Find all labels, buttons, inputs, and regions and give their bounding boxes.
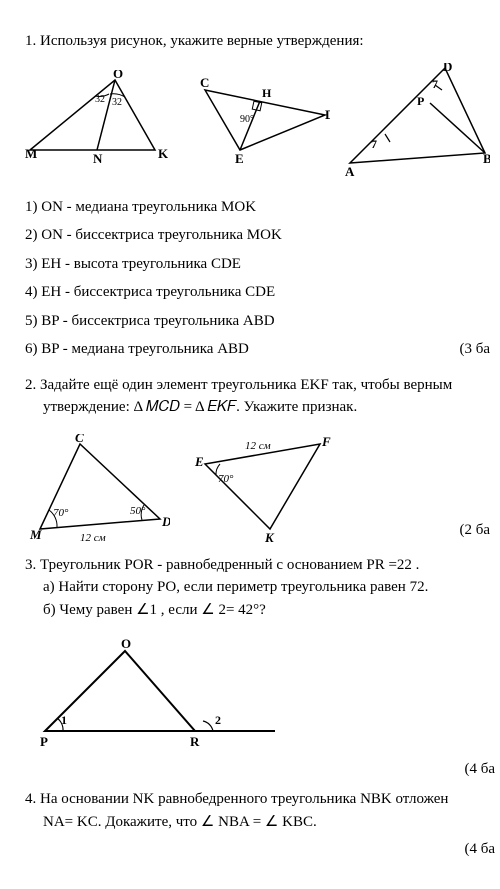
- stmt-6: 6) BP - медиана треугольника ABD: [25, 335, 249, 364]
- figure-mcd: C M D 70° 50° 12 см: [25, 434, 170, 544]
- task3-score: (4 ба: [25, 761, 495, 778]
- svg-text:7: 7: [432, 77, 438, 91]
- svg-text:12 см: 12 см: [80, 532, 106, 544]
- task1-statements: 1) ON - медиана треугольника MOK 2) ON -…: [25, 193, 490, 364]
- svg-text:M: M: [29, 527, 42, 542]
- svg-text:K: K: [158, 146, 169, 161]
- svg-text:K: K: [264, 530, 275, 544]
- task4-line2: NA= KC. Докажите, что ∠ NBA = ∠ KBC.: [43, 811, 490, 834]
- svg-text:12 см: 12 см: [245, 440, 271, 452]
- svg-text:F: F: [321, 434, 331, 449]
- svg-text:P: P: [417, 94, 424, 108]
- svg-text:N: N: [93, 151, 103, 166]
- svg-text:B: B: [483, 151, 490, 166]
- task1-figures: M O K N 32 32 C D E H 90° A B D P 7 7: [25, 63, 490, 178]
- figure-por: P O R 1 2: [25, 636, 285, 751]
- svg-text:7: 7: [371, 137, 377, 151]
- stmt-3: 3) EH - высота треугольника CDE: [25, 250, 490, 279]
- svg-text:A: A: [345, 164, 355, 178]
- task3-heading: 3. Треугольник POR - равнобедренный с ос…: [25, 554, 490, 622]
- svg-text:O: O: [113, 70, 123, 81]
- svg-text:32: 32: [112, 97, 122, 108]
- svg-text:C: C: [75, 434, 84, 445]
- svg-text:D: D: [161, 514, 170, 529]
- task3-sub-b: б) Чему равен ∠1 , если ∠ 2= 42°?: [43, 599, 490, 622]
- figure-ekf: E K F 70° 12 см: [190, 434, 335, 544]
- svg-text:C: C: [200, 75, 209, 90]
- svg-text:D: D: [325, 107, 330, 122]
- task1-score: (3 ба: [459, 335, 490, 364]
- svg-text:E: E: [194, 454, 204, 469]
- task2-score: (2 ба: [459, 522, 490, 539]
- figure-mok: M O K N 32 32: [25, 70, 175, 170]
- svg-text:E: E: [235, 151, 244, 165]
- svg-text:2: 2: [215, 713, 221, 727]
- task3-sub-a: а) Найти сторону PO, если периметр треуг…: [43, 576, 490, 599]
- task4-line1: 4. На основании NK равнобедренного треуг…: [25, 788, 490, 811]
- svg-text:50°: 50°: [130, 505, 146, 517]
- svg-text:70°: 70°: [218, 473, 234, 485]
- svg-text:O: O: [121, 636, 131, 651]
- task3-line1: 3. Треугольник POR - равнобедренный с ос…: [25, 554, 490, 577]
- svg-text:90°: 90°: [240, 114, 254, 125]
- stmt-2: 2) ON - биссектриса треугольника MOK: [25, 221, 490, 250]
- figure-abd: A B D P 7 7: [335, 63, 490, 178]
- stmt-4: 4) EH - биссектриса треугольника CDE: [25, 278, 490, 307]
- task1-heading: 1. Используя рисунок, укажите верные утв…: [25, 30, 490, 53]
- task2-line1: 2. Задайте ещё один элемент треугольника…: [25, 374, 490, 397]
- stmt-5: 5) BP - биссектриса треугольника ABD: [25, 307, 490, 336]
- svg-text:H: H: [262, 86, 272, 100]
- task2-heading: 2. Задайте ещё один элемент треугольника…: [25, 374, 490, 419]
- task4-score: (4 ба: [25, 841, 495, 858]
- svg-text:R: R: [190, 734, 200, 749]
- svg-text:D: D: [443, 63, 452, 74]
- svg-text:M: M: [25, 146, 37, 161]
- svg-text:P: P: [40, 734, 48, 749]
- task2-line2: утверждение: Δ 𝑀𝐶𝐷 = Δ 𝐸𝐾𝐹. Укажите приз…: [43, 396, 490, 419]
- figure-cde: C D E H 90°: [180, 75, 330, 165]
- task4-heading: 4. На основании NK равнобедренного треуг…: [25, 788, 490, 833]
- stmt-1: 1) ON - медиана треугольника MOK: [25, 193, 490, 222]
